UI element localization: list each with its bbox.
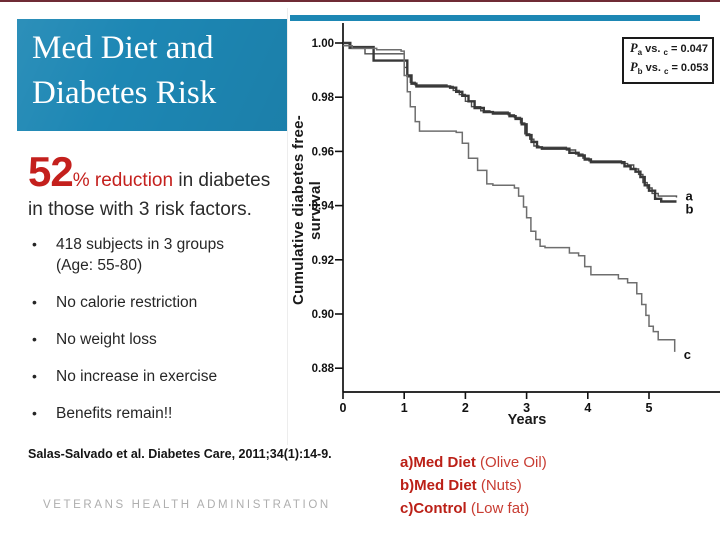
legend-item-a: a)Med Diet (Olive Oil): [400, 451, 547, 474]
citation-text: Salas-Salvado et al. Diabetes Care, 2011…: [28, 447, 332, 461]
x-axis-title: Years: [507, 412, 547, 428]
survival-chart: 1.00 0.98 0.96 0.94 0.92 0.90 0.88 0 1 2 3 4 5 a b c: [287, 8, 720, 445]
bullet-text: 418 subjects in 3 groups (Age: 55-80): [56, 236, 225, 274]
list-item: • 418 subjects in 3 groups (Age: 55-80): [30, 234, 252, 276]
legend-item-b: b)Med Diet (Nuts): [400, 474, 547, 497]
pvalue-value: = 0.053: [668, 62, 709, 75]
pvalue-vs-text: vs.: [642, 43, 664, 55]
x-tick-label: 1: [401, 401, 408, 415]
legend-detail: (Low fat): [470, 500, 530, 517]
y-tick-label: 0.94: [312, 201, 335, 213]
headline-line2: in those with 3 risk factors.: [28, 199, 252, 220]
title-accent-strip: [290, 15, 700, 21]
legend-prefix: c): [400, 500, 414, 517]
headline-line1: 52% reduction in diabetes: [28, 148, 290, 196]
footer-organization: VETERANS HEALTH ADMINISTRATION: [43, 499, 331, 511]
bullet-text: No weight loss: [56, 331, 157, 348]
headline-red-text: % reduction: [72, 170, 174, 191]
bullet-marker: •: [32, 368, 37, 384]
legend-name: Med Diet: [414, 477, 481, 494]
curve-c: [343, 44, 676, 352]
bullet-text: Benefits remain!!: [56, 405, 173, 422]
title-block: Med Diet and Diabetes Risk: [17, 19, 287, 131]
list-item: • Benefits remain!!: [30, 403, 252, 424]
curve-label-a: a: [686, 188, 694, 203]
legend-detail: (Nuts): [480, 477, 522, 494]
x-tick-label: 3: [523, 401, 530, 415]
legend-detail: (Olive Oil): [480, 454, 547, 471]
bullet-marker: •: [32, 331, 37, 347]
list-item: • No weight loss: [30, 329, 252, 350]
curve-label-c: c: [684, 347, 691, 362]
headline-number: 52: [28, 148, 74, 195]
pvalue-vs-text: vs.: [642, 62, 664, 75]
bullet-text: No calorie restriction: [56, 294, 198, 311]
pvalue-value: = 0.047: [667, 43, 709, 55]
pvalue-line-b: Pb vs. c = 0.053: [630, 60, 708, 79]
x-tick-label: 0: [340, 401, 347, 415]
legend-name: Control: [413, 500, 471, 517]
p-subscript: c: [663, 48, 668, 58]
p-subscript: a: [637, 48, 643, 58]
pvalue-line-a: Pa vs. c = 0.047: [630, 41, 708, 60]
y-tick-label: 0.92: [312, 255, 334, 267]
slide-title: Med Diet and Diabetes Risk: [32, 30, 217, 111]
y-tick-label: 0.98: [312, 92, 335, 104]
bullet-list: • 418 subjects in 3 groups (Age: 55-80) •…: [30, 234, 252, 440]
y-tick-label: 1.00: [312, 38, 334, 50]
y-axis-title: Cumulative diabetes free-survival: [290, 114, 324, 306]
y-tick-label: 0.88: [312, 363, 335, 375]
p-symbol: P: [630, 60, 638, 75]
list-item: • No calorie restriction: [30, 292, 252, 313]
p-symbol: P: [630, 41, 638, 55]
curve-b: [343, 41, 677, 203]
y-tick-label: 0.96: [312, 146, 334, 158]
headline-statistic: 52% reduction in diabetes in those with …: [28, 148, 290, 221]
pvalue-annotation-box: Pa vs. c = 0.047 Pb vs. c = 0.053: [622, 37, 714, 85]
x-tick-label: 2: [462, 401, 469, 415]
bullet-text: No increase in exercise: [56, 368, 218, 385]
x-tick-label: 4: [584, 401, 591, 415]
curve-label-b: b: [686, 202, 694, 217]
bullet-marker: •: [32, 405, 37, 421]
chart-legend: a)Med Diet (Olive Oil) b)Med Diet (Nuts)…: [400, 451, 547, 520]
bullet-marker: •: [32, 294, 37, 310]
legend-prefix: b): [400, 477, 415, 494]
x-tick-label: 5: [646, 401, 653, 415]
legend-item-c: c)Control (Low fat): [400, 497, 547, 520]
bullet-marker: •: [32, 236, 37, 252]
legend-name: Med Diet: [413, 454, 481, 471]
headline-dark-text: in diabetes: [173, 170, 271, 191]
slide-top-border: [0, 0, 720, 2]
y-tick-label: 0.90: [312, 309, 334, 321]
list-item: • No increase in exercise: [30, 366, 252, 387]
legend-prefix: a): [400, 454, 414, 471]
p-subscript: c: [663, 67, 669, 77]
p-subscript: b: [637, 67, 643, 77]
